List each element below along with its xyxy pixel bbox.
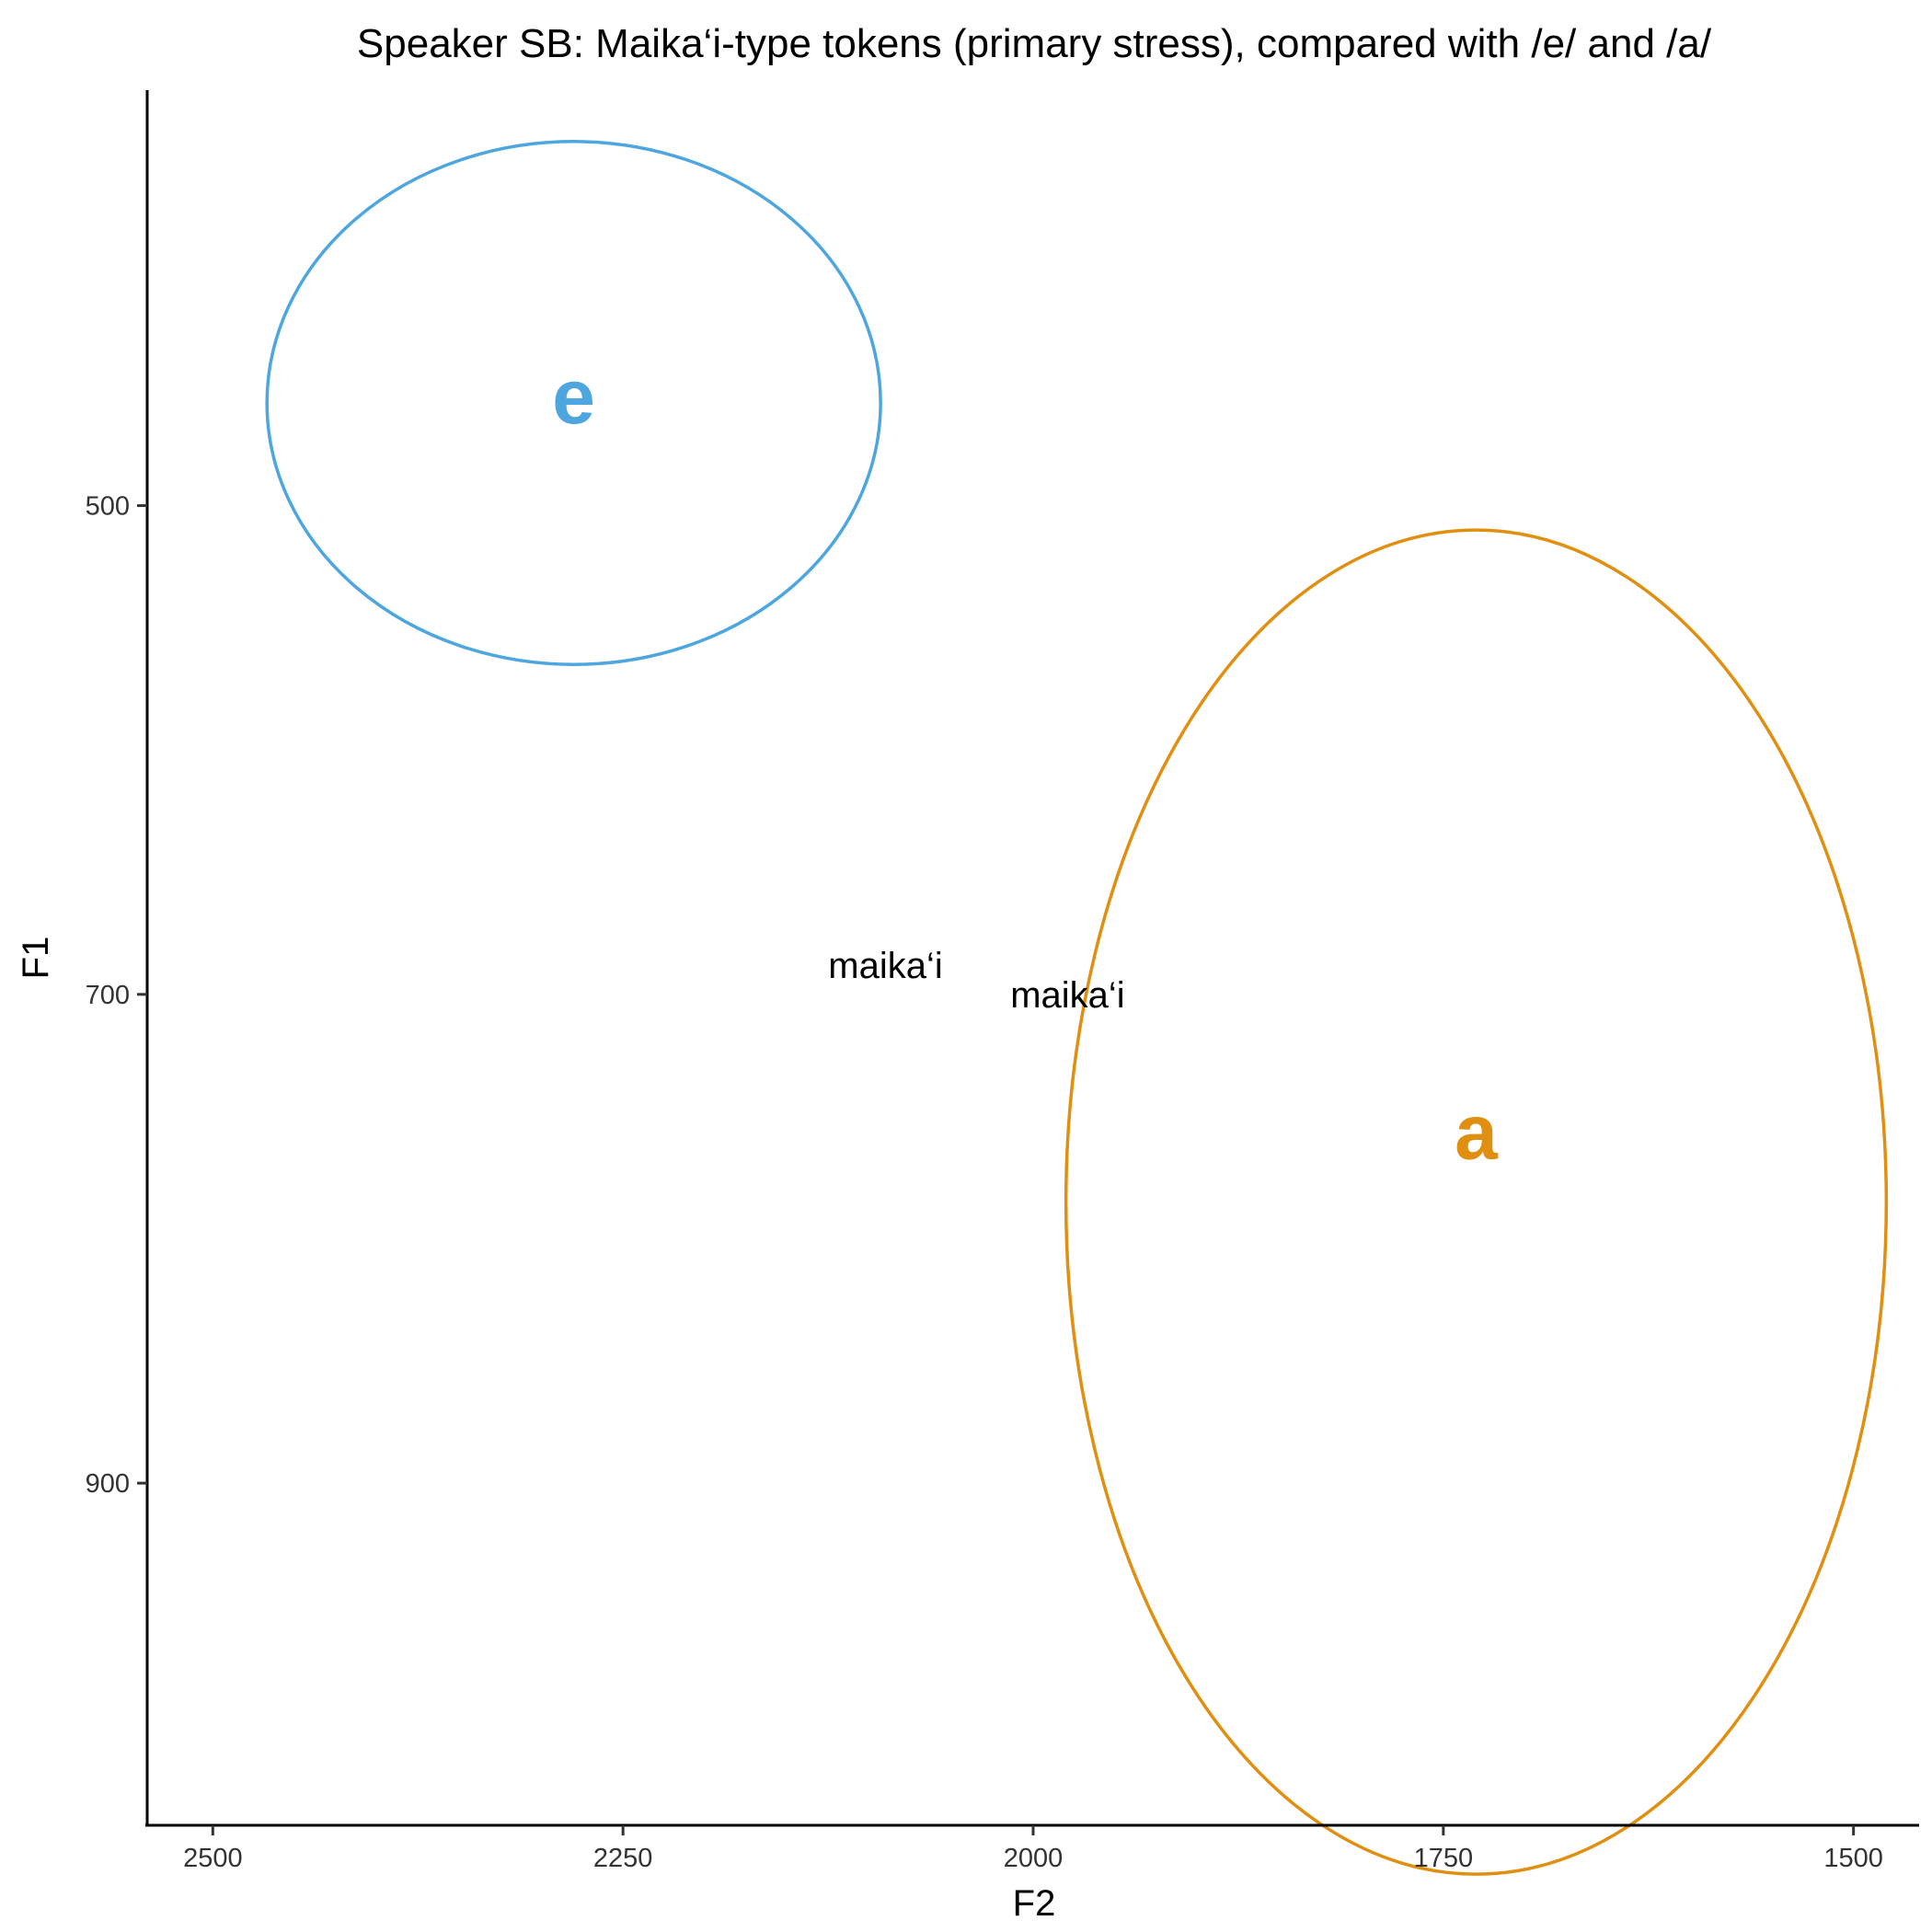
x-tick-label: 1500 <box>1823 1844 1883 1873</box>
token-label: maika‘i <box>1010 975 1124 1016</box>
x-tick-label: 2000 <box>1004 1844 1064 1873</box>
vowel-label-e: e <box>552 353 595 440</box>
token-label: maika‘i <box>828 946 942 986</box>
plot-area: e a maika‘i maika‘i <box>265 140 1889 1876</box>
chart-title: Speaker SB: Maika‘i-type tokens (primary… <box>357 21 1712 66</box>
y-tick-label: 700 <box>86 981 130 1010</box>
y-tick-label: 500 <box>86 492 130 522</box>
x-axis-ticks: 2500 2250 2000 1750 1500 <box>183 1825 1883 1873</box>
x-tick-label: 2250 <box>593 1844 653 1873</box>
vowel-ellipse-a <box>1064 528 1889 1876</box>
y-tick-label: 900 <box>86 1469 130 1499</box>
vowel-label-a: a <box>1455 1089 1499 1176</box>
y-axis-title: F1 <box>16 937 56 980</box>
vowel-ellipse-e <box>265 140 882 666</box>
x-tick-label: 2500 <box>183 1844 243 1873</box>
x-tick-label: 1750 <box>1414 1844 1474 1873</box>
y-axis-ticks: 500 700 900 <box>86 492 147 1499</box>
x-axis-title: F2 <box>1013 1883 1056 1924</box>
